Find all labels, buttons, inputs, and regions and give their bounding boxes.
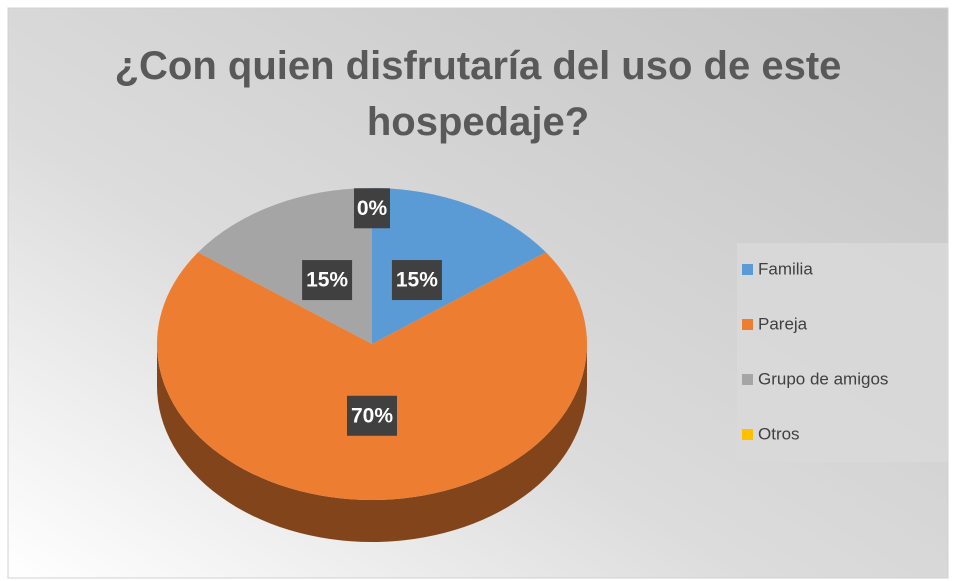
legend-swatch [742,429,753,440]
slice [198,188,372,344]
data-label-box [391,260,442,301]
legend-swatch [742,374,753,385]
data-label-box [354,188,390,229]
legend-swatch [742,264,753,275]
legend-label: Grupo de amigos [758,369,888,388]
slice [372,188,546,344]
data-label: 15% [306,269,348,292]
slice-side [157,344,587,542]
legend-label: Otros [758,424,800,443]
slice [157,252,587,500]
data-label-box [347,395,397,436]
data-label: 0% [357,197,388,220]
data-label: 70% [351,404,393,427]
legend-label: Familia [758,259,813,278]
data-label-box [302,260,353,301]
legend-box [737,243,948,462]
legend-label: Pareja [758,314,808,333]
chart-title: ¿Con quien disfrutaría del uso de este h… [114,44,842,144]
legend-swatch [742,319,753,330]
data-label: 15% [396,269,438,292]
